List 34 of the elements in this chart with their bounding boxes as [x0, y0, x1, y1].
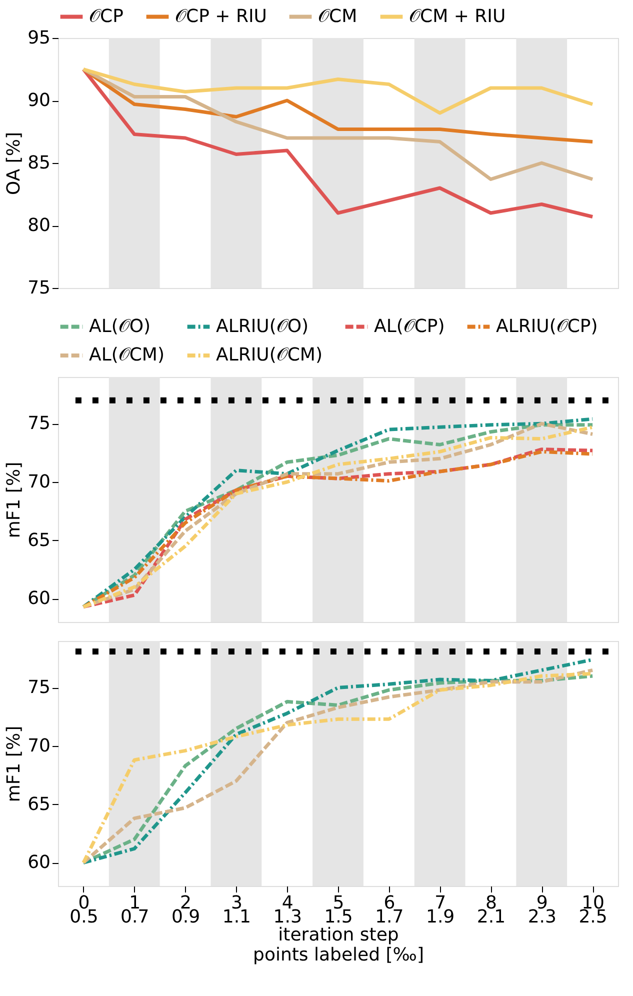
y-tick-label: 75 — [28, 278, 50, 298]
y-axis-title: mF1 [%] — [4, 462, 25, 538]
legend-label: 𝒪CM — [318, 6, 358, 27]
line-series — [82, 68, 594, 218]
x2-axis-title: points labeled [‰] — [253, 944, 424, 966]
legend-label: AL(𝒪CM) — [89, 344, 164, 366]
y-tick-label: 90 — [28, 90, 50, 111]
y-tick-label: 75 — [28, 413, 50, 434]
y-tick-label: 65 — [28, 530, 50, 551]
legend-label: 𝒪CP + RIU — [175, 6, 267, 27]
y-axis-title: mF1 [%] — [4, 726, 25, 802]
y-tick-label: 60 — [28, 852, 50, 874]
x-axis-title: iteration step — [278, 924, 399, 946]
y-tick-label: 85 — [28, 152, 50, 174]
x-tick-label: 5 — [332, 892, 344, 914]
y-axis-title: OA [%] — [4, 132, 25, 196]
y-tick-label: 70 — [28, 472, 50, 492]
y-tick-label: 75 — [28, 677, 50, 698]
line-series — [82, 68, 594, 181]
legend-label: ALRIU(𝒪O) — [216, 316, 309, 337]
y-tick-label: 60 — [28, 588, 50, 610]
legend-label: ALRIU(𝒪CM) — [216, 344, 322, 366]
x-tick-label: 3 — [230, 892, 242, 914]
line-series — [82, 68, 594, 115]
y-tick-label: 70 — [28, 736, 50, 756]
y-tick-label: 80 — [28, 215, 50, 236]
y-tick-label: 65 — [28, 794, 50, 815]
legend-label: ALRIU(𝒪CP) — [496, 316, 598, 337]
legend-label: 𝒪CM + RIU — [409, 6, 506, 27]
legend-label: AL(𝒪CP) — [374, 316, 445, 337]
legend-label: AL(𝒪O) — [89, 316, 151, 337]
legend-label: 𝒪CP — [89, 6, 124, 27]
x-tick-label: 4 — [282, 892, 294, 914]
y-tick-label: 95 — [28, 28, 50, 48]
